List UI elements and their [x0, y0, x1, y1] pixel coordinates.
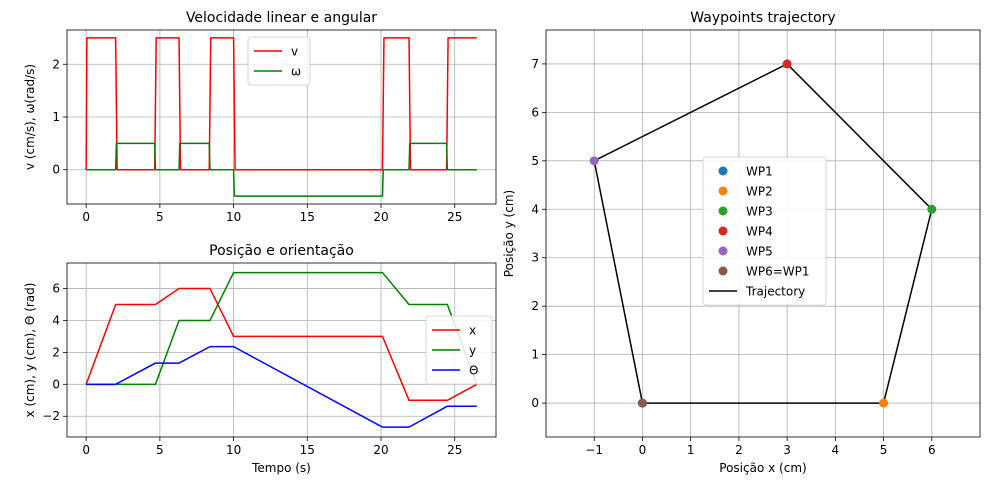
- y-tick-label: 2: [52, 345, 60, 359]
- trajectory-line: [593, 63, 933, 404]
- legend-marker: [718, 246, 728, 256]
- chart-2: 0 5 10 15 20 25 −2 0 2 4 6 Posição e orientação Temp…: [23, 243, 497, 475]
- x-tick-label: −1: [585, 443, 603, 457]
- y-tick-label: 6: [531, 105, 539, 119]
- y-axis-label: Posição y (cm): [502, 190, 516, 277]
- chart-1: 0 5 10 15 20 25 0 1 2 Velocidade linear e angular…: [23, 10, 497, 224]
- x-tick-label: 2: [735, 443, 743, 457]
- x-tick-label: 10: [226, 210, 241, 224]
- x-tick-label: 20: [373, 210, 388, 224]
- chart-title: Waypoints trajectory: [690, 10, 835, 26]
- x-tick-label: 10: [226, 443, 241, 457]
- series-line-Θ: [86, 345, 477, 428]
- legend-label: x: [469, 324, 476, 338]
- legend-label: ω: [291, 65, 301, 79]
- y-tick-label: 0: [52, 377, 60, 391]
- axes-frame: [66, 262, 497, 438]
- legend-label: WP5: [746, 245, 773, 259]
- series-group: [589, 59, 937, 408]
- y-tick-label: 3: [531, 251, 539, 265]
- waypoint-wp2: [879, 398, 889, 408]
- x-tick-label: 20: [373, 443, 388, 457]
- series-line-v: [85, 37, 477, 171]
- x-axis-label: Posição x (cm): [719, 461, 806, 475]
- legend-marker: [718, 266, 728, 276]
- y-tick-label: 1: [531, 348, 539, 362]
- x-tick-label: 5: [156, 210, 164, 224]
- legend-marker: [718, 226, 728, 236]
- chart-title: Velocidade linear e angular: [186, 10, 377, 26]
- y-tick-label: 5: [531, 154, 539, 168]
- x-tick-label: 4: [832, 443, 840, 457]
- x-tick-label: 15: [300, 443, 315, 457]
- x-tick-label: 25: [447, 443, 462, 457]
- y-tick-label: 4: [531, 202, 539, 216]
- legend-label: WP1: [746, 165, 773, 179]
- legend-box: [247, 36, 311, 86]
- series-line-x: [85, 287, 478, 402]
- legend-label: y: [469, 344, 476, 358]
- series-group: [85, 37, 477, 197]
- y-tick-label: 0: [531, 396, 539, 410]
- legend-marker: [718, 206, 728, 216]
- waypoint-wp4: [782, 59, 792, 69]
- x-tick-label: 0: [639, 443, 647, 457]
- axes-frame: [545, 29, 981, 438]
- x-tick-label: 15: [300, 210, 315, 224]
- legend-label: Θ: [469, 364, 478, 378]
- y-tick-label: 7: [531, 57, 539, 71]
- legend-marker: [718, 186, 728, 196]
- x-tick-label: 5: [880, 443, 888, 457]
- axes-frame: [66, 29, 497, 205]
- legend-label: Trajectory: [745, 285, 805, 299]
- y-tick-label: 1: [52, 110, 60, 124]
- y-tick-label: 2: [531, 299, 539, 313]
- x-tick-label: 6: [928, 443, 936, 457]
- waypoint-wp5: [589, 156, 599, 166]
- y-tick-label: 2: [52, 57, 60, 71]
- legend-label: v: [291, 45, 298, 59]
- legend-label: WP3: [746, 205, 773, 219]
- waypoint-wp6-wp1: [637, 398, 647, 408]
- legend-marker: [718, 166, 728, 176]
- legend-label: WP4: [746, 225, 773, 239]
- legend-label: WP2: [746, 185, 773, 199]
- x-tick-label: 0: [82, 443, 90, 457]
- chart-3: −1 0 1 2 3 4 5 6 0 1 2 3 4 5 6 7 Waypoints trajectory Pos…: [502, 10, 981, 475]
- x-axis-label: Tempo (s): [251, 461, 311, 475]
- legend-box: [702, 156, 827, 306]
- x-tick-label: 25: [447, 210, 462, 224]
- x-tick-label: 3: [783, 443, 791, 457]
- series-line-ω: [86, 142, 477, 197]
- y-tick-label: 4: [52, 313, 60, 327]
- x-tick-label: 0: [82, 210, 90, 224]
- y-tick-label: −2: [42, 409, 60, 423]
- chart-title: Posição e orientação: [209, 243, 354, 259]
- series-line-y: [86, 271, 478, 386]
- y-axis-label: v (cm/s), ω(rad/s): [23, 64, 37, 170]
- y-tick-label: 0: [52, 163, 60, 177]
- x-tick-label: 1: [687, 443, 695, 457]
- waypoint-wp3: [927, 204, 937, 214]
- y-axis-label: x (cm), y (cm), Θ (rad): [23, 283, 37, 418]
- x-tick-label: 5: [156, 443, 164, 457]
- legend-label: WP6=WP1: [746, 265, 810, 279]
- series-group: [85, 271, 478, 428]
- y-tick-label: 6: [52, 282, 60, 296]
